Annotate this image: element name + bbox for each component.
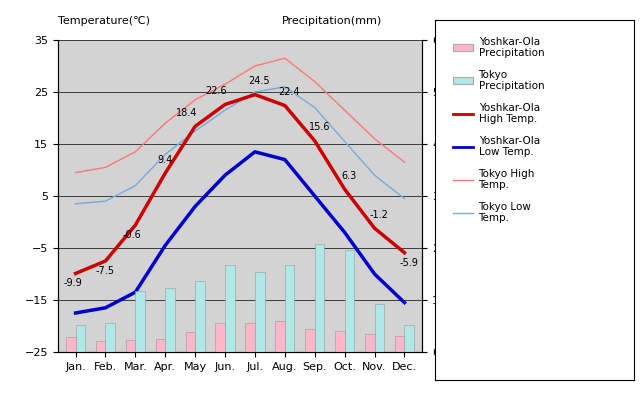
Text: -5.9: -5.9 — [399, 258, 419, 268]
Bar — [404, 326, 414, 352]
Bar — [195, 281, 205, 352]
Bar — [76, 325, 85, 352]
Text: -9.9: -9.9 — [63, 278, 82, 288]
Bar — [305, 329, 315, 352]
Bar — [255, 272, 264, 352]
Text: 22.4: 22.4 — [278, 87, 300, 97]
Text: 24.5: 24.5 — [248, 76, 270, 86]
Bar — [275, 321, 285, 352]
Text: 6.3: 6.3 — [342, 171, 356, 181]
Text: 15.6: 15.6 — [308, 122, 330, 132]
Bar — [156, 339, 165, 352]
Bar — [365, 334, 374, 352]
Text: Precipitation(mm): Precipitation(mm) — [282, 16, 382, 26]
Text: -0.6: -0.6 — [123, 230, 141, 240]
Bar — [395, 336, 404, 352]
Text: -7.5: -7.5 — [96, 266, 115, 276]
Text: Temperature(℃): Temperature(℃) — [58, 16, 150, 26]
Bar — [216, 323, 225, 352]
Text: 22.6: 22.6 — [205, 86, 227, 96]
Bar — [245, 323, 255, 352]
Text: -1.2: -1.2 — [370, 210, 388, 220]
Bar — [315, 244, 324, 352]
Bar — [96, 340, 106, 352]
Bar — [374, 304, 384, 352]
Text: 18.4: 18.4 — [175, 108, 197, 118]
Bar — [345, 250, 354, 352]
Bar — [165, 288, 175, 352]
Bar — [285, 265, 294, 352]
Text: 9.4: 9.4 — [157, 155, 173, 165]
Bar — [225, 265, 235, 352]
Bar — [135, 291, 145, 352]
Bar — [186, 332, 195, 352]
Bar — [126, 340, 135, 352]
Legend: Yoshkar-Ola
Precipitation, Tokyo
Precipitation, Yoshkar-Ola
High Temp., Yoshkar-: Yoshkar-Ola Precipitation, Tokyo Precipi… — [449, 32, 548, 228]
Bar — [106, 323, 115, 352]
Bar — [335, 331, 345, 352]
Bar — [66, 338, 76, 352]
